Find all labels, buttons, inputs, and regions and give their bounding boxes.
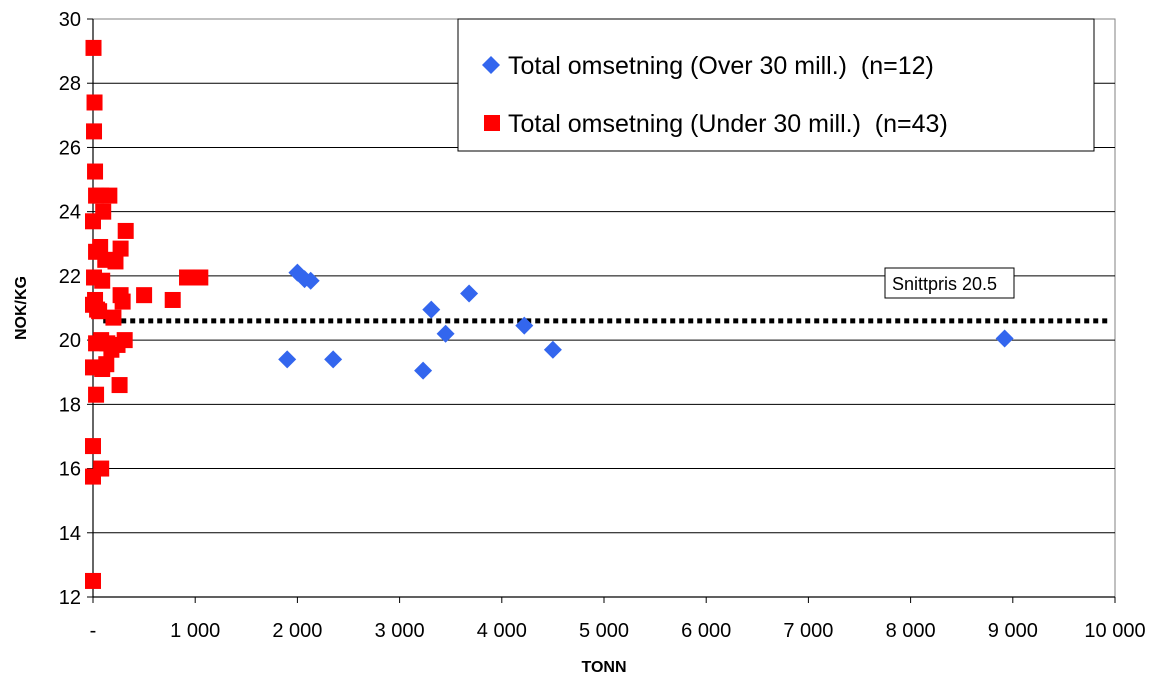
point-under-30-mill bbox=[85, 438, 101, 455]
x-tick-label: - bbox=[90, 620, 97, 642]
annotation: Snittpris 20.5 bbox=[884, 267, 1015, 299]
legend-label-under: Total omsetning (Under 30 mill.) (n=43) bbox=[508, 110, 948, 138]
legend-square-icon bbox=[484, 115, 500, 131]
point-over-30-mill bbox=[995, 329, 1014, 348]
point-over-30-mill bbox=[543, 340, 562, 359]
point-under-30-mill bbox=[86, 123, 103, 140]
point-under-30-mill bbox=[87, 163, 104, 180]
point-under-30-mill bbox=[114, 293, 131, 310]
x-tick-label: 6 000 bbox=[681, 620, 731, 642]
x-axis-title: TONN bbox=[581, 659, 626, 676]
average-price-label-box bbox=[884, 267, 1015, 299]
point-under-30-mill bbox=[103, 341, 120, 358]
point-over-30-mill bbox=[324, 350, 343, 369]
y-tick-label: 28 bbox=[59, 73, 81, 95]
x-tick-label: 5 000 bbox=[579, 620, 629, 642]
legend-label-over: Total omsetning (Over 30 mill.) (n=12) bbox=[508, 52, 934, 80]
legend-box bbox=[457, 18, 1095, 152]
point-under-30-mill bbox=[86, 94, 103, 111]
point-under-30-mill bbox=[85, 359, 101, 376]
x-tick-label: 3 000 bbox=[375, 620, 425, 642]
point-under-30-mill bbox=[107, 253, 124, 270]
point-under-30-mill bbox=[85, 39, 102, 56]
point-over-30-mill bbox=[460, 284, 479, 303]
x-tick-label: 9 000 bbox=[988, 620, 1038, 642]
y-tick-label: 18 bbox=[59, 394, 81, 416]
point-over-30-mill bbox=[515, 316, 534, 335]
y-tick-label: 26 bbox=[59, 137, 81, 159]
point-over-30-mill bbox=[422, 300, 441, 319]
point-under-30-mill bbox=[136, 287, 153, 304]
data-points bbox=[85, 39, 1014, 589]
average-price-label: Snittpris 20.5 bbox=[892, 274, 997, 294]
point-under-30-mill bbox=[95, 203, 112, 220]
legend-diamond-icon bbox=[482, 56, 500, 74]
point-under-30-mill bbox=[85, 468, 101, 485]
x-tick-label: 1 000 bbox=[170, 620, 220, 642]
point-under-30-mill bbox=[179, 269, 196, 286]
point-under-30-mill bbox=[88, 386, 105, 403]
point-under-30-mill bbox=[91, 303, 108, 320]
x-tick-label: 7 000 bbox=[783, 620, 833, 642]
point-over-30-mill bbox=[414, 361, 433, 380]
y-axis-title: NOK/KG bbox=[13, 276, 30, 340]
x-tick-label: 2 000 bbox=[272, 620, 322, 642]
x-tick-label: 4 000 bbox=[477, 620, 527, 642]
y-tick-label: 24 bbox=[59, 202, 81, 224]
point-under-30-mill bbox=[112, 240, 129, 257]
point-over-30-mill bbox=[301, 271, 320, 290]
point-under-30-mill bbox=[94, 272, 111, 289]
y-tick-label: 30 bbox=[59, 9, 81, 31]
point-under-30-mill bbox=[192, 269, 209, 286]
point-under-30-mill bbox=[111, 377, 128, 394]
point-over-30-mill bbox=[278, 350, 297, 369]
x-tick-label: 8 000 bbox=[886, 620, 936, 642]
point-over-30-mill bbox=[436, 324, 455, 343]
x-tick-label: 10 000 bbox=[1084, 620, 1145, 642]
legend: Total omsetning (Over 30 mill.) (n=12) T… bbox=[457, 18, 1095, 152]
y-tick-label: 22 bbox=[59, 266, 81, 288]
y-tick-label: 12 bbox=[59, 587, 81, 609]
point-under-30-mill bbox=[117, 222, 134, 239]
point-under-30-mill bbox=[164, 291, 181, 308]
y-tick-label: 20 bbox=[59, 330, 81, 352]
y-tick-label: 14 bbox=[59, 523, 81, 545]
y-tick-label: 16 bbox=[59, 459, 81, 481]
point-under-30-mill bbox=[101, 187, 118, 204]
axes: 12 14 16 18 20 22 24 26 28 30 - 1 000 2 000 3 000 4 00… bbox=[59, 9, 1146, 642]
point-under-30-mill bbox=[85, 572, 101, 589]
point-under-30-mill bbox=[105, 309, 122, 326]
